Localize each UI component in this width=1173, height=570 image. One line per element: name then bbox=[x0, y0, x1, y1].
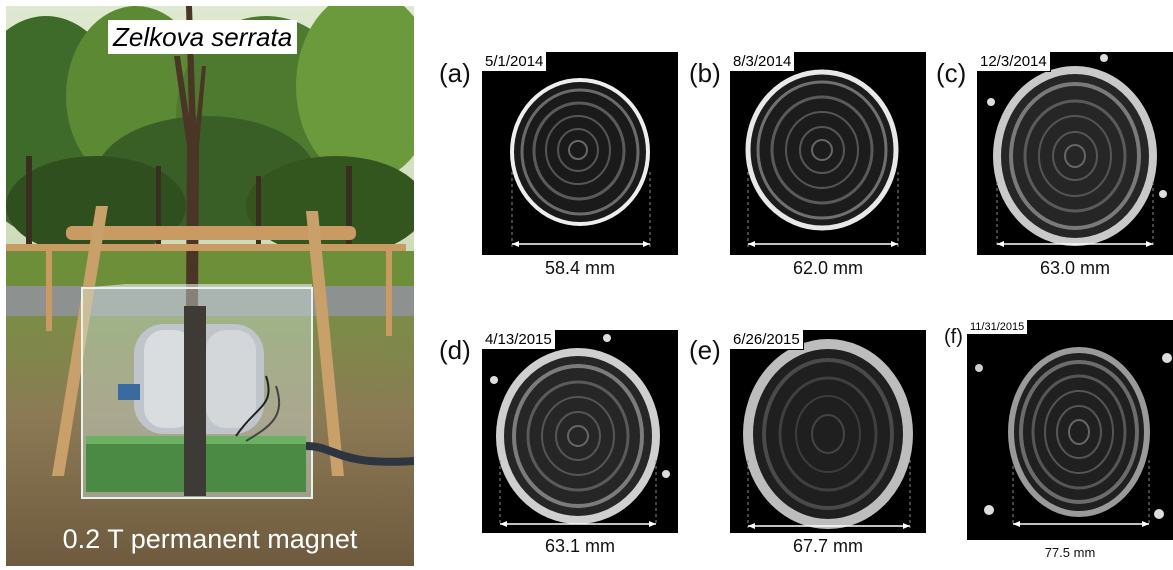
diameter-label: 67.7 mm bbox=[792, 536, 864, 556]
mri-scan: 12/3/2014 bbox=[977, 52, 1173, 255]
mri-scan: 8/3/2014 bbox=[730, 52, 926, 255]
diameter-label: 77.5 mm bbox=[1044, 545, 1096, 560]
mri-rings-illustration bbox=[975, 347, 1172, 527]
mri-rings-illustration bbox=[987, 54, 1167, 247]
panel-label: (a) bbox=[439, 58, 471, 88]
panel-label: (c) bbox=[936, 58, 967, 88]
mri-rings-illustration bbox=[490, 334, 670, 527]
panel-label: (b) bbox=[689, 58, 721, 88]
scan-date: 4/13/2015 bbox=[482, 330, 556, 350]
diameter-label: 63.1 mm bbox=[544, 536, 616, 556]
panel-label: (e) bbox=[689, 335, 721, 365]
diameter-label: 58.4 mm bbox=[544, 258, 616, 278]
scan-date: 6/26/2015 bbox=[730, 330, 804, 350]
mri-scan: 6/26/2015 bbox=[730, 330, 926, 533]
species-title: Zelkova serrata bbox=[108, 20, 298, 54]
scan-date: 8/3/2014 bbox=[730, 52, 796, 72]
panel-label: (f) bbox=[944, 326, 963, 348]
magnet-caption: 0.2 T permanent magnet bbox=[62, 524, 358, 554]
diameter-label: 63.0 mm bbox=[1039, 258, 1111, 278]
tree-photo-illustration bbox=[6, 6, 414, 566]
mri-rings-illustration bbox=[745, 69, 899, 247]
panel-label: (d) bbox=[439, 335, 471, 365]
scan-date: 5/1/2014 bbox=[482, 52, 548, 72]
mri-scan: 5/1/2014 bbox=[482, 52, 678, 255]
tree-photo: Zelkova serrata 0.2 T permanent magnet bbox=[6, 6, 414, 566]
mri-rings-illustration bbox=[510, 78, 651, 247]
mri-scan: 4/13/2015 bbox=[482, 330, 678, 533]
mri-scan: 11/31/2015 bbox=[967, 320, 1173, 540]
scan-date: 11/31/2015 bbox=[967, 320, 1029, 335]
diameter-label: 62.0 mm bbox=[792, 258, 864, 278]
mri-rings-illustration bbox=[743, 339, 913, 529]
scan-date: 12/3/2014 bbox=[977, 52, 1051, 72]
